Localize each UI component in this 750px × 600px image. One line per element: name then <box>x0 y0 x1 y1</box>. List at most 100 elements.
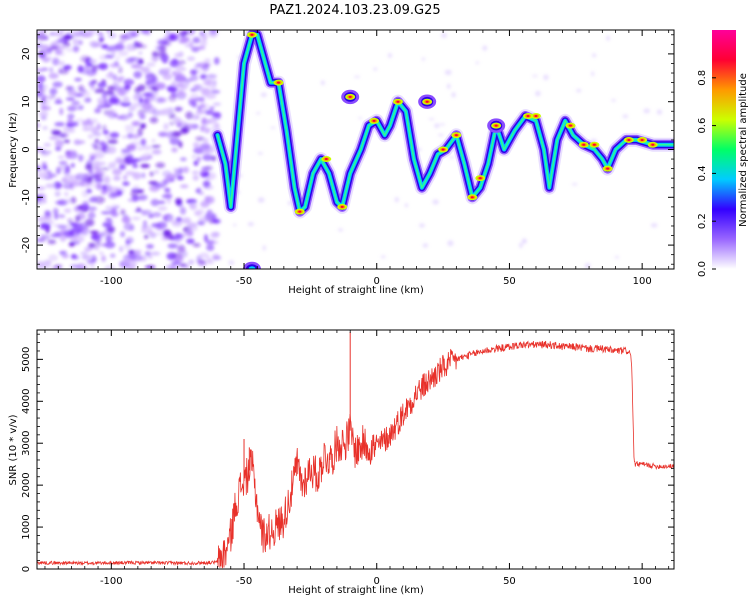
noise-blob <box>119 114 129 121</box>
noise-blob <box>164 187 171 192</box>
bright-spot-peak <box>298 210 302 213</box>
snr-x-tick-label: 100 <box>633 576 652 587</box>
noise-blob <box>205 93 217 100</box>
noise-blob <box>122 175 128 180</box>
noise-blob <box>67 113 75 119</box>
noise-blob <box>191 170 200 175</box>
noise-blob <box>63 139 71 144</box>
noise-blob <box>140 229 147 233</box>
noise-blob <box>85 65 91 72</box>
noise-blob <box>132 163 139 169</box>
noise-blob <box>53 181 63 190</box>
noise-blob <box>101 44 109 49</box>
noise-blob <box>195 136 205 142</box>
noise-blob <box>127 111 134 118</box>
noise-blob <box>165 30 171 35</box>
noise-blob <box>72 255 80 260</box>
noise-blob <box>204 110 215 116</box>
noise-blob <box>338 228 344 232</box>
noise-blob <box>189 69 198 76</box>
noise-blob <box>193 84 201 89</box>
noise-blob <box>136 189 145 194</box>
noise-blob <box>124 124 133 128</box>
noise-blob <box>117 77 122 83</box>
noise-blob <box>44 56 53 61</box>
bright-spot-peak <box>568 124 572 127</box>
noise-blob <box>57 155 65 159</box>
noise-blob <box>204 195 211 204</box>
noise-blob <box>88 41 98 47</box>
noise-blob <box>201 33 208 41</box>
noise-blob <box>438 133 444 137</box>
noise-blob <box>188 99 197 107</box>
noise-blob <box>137 127 144 136</box>
snr-y-tick-label: 0 <box>21 566 32 572</box>
noise-blob <box>64 191 69 197</box>
noise-blob <box>174 197 183 205</box>
noise-blob <box>171 70 177 77</box>
noise-blob <box>144 251 151 257</box>
noise-blob <box>168 33 176 42</box>
noise-blob <box>89 210 95 218</box>
noise-blob <box>193 160 199 166</box>
noise-blob <box>140 93 150 97</box>
noise-blob <box>127 143 137 152</box>
noise-blob <box>432 199 439 205</box>
noise-blob <box>127 133 134 139</box>
noise-blob <box>49 45 60 51</box>
noise-blob <box>132 64 143 69</box>
noise-blob <box>160 54 169 62</box>
noise-blob <box>132 184 140 190</box>
noise-blob <box>169 137 181 146</box>
noise-blob <box>656 109 663 115</box>
noise-blob <box>206 244 215 252</box>
noise-blob <box>107 236 115 241</box>
noise-blob <box>47 95 53 100</box>
snr-y-tick-label: 5000 <box>21 347 32 372</box>
noise-blob <box>132 254 143 262</box>
noise-blob <box>121 148 131 154</box>
noise-blob <box>75 118 84 122</box>
bright-spot-peak <box>348 95 352 98</box>
noise-blob <box>167 243 178 249</box>
noise-blob <box>169 59 179 68</box>
noise-blob <box>128 57 140 61</box>
noise-blob <box>40 233 46 242</box>
noise-blob <box>212 111 222 120</box>
noise-blob <box>103 112 114 116</box>
noise-blob <box>86 261 96 265</box>
noise-blob <box>195 63 201 67</box>
noise-blob <box>177 244 186 253</box>
noise-blob <box>168 121 175 126</box>
noise-blob <box>93 31 102 35</box>
colorbar-tick-label: 0.2 <box>697 213 708 229</box>
bright-spot-peak <box>250 33 254 36</box>
bright-spot-peak <box>582 143 586 146</box>
noise-blob <box>139 155 149 161</box>
noise-blob <box>136 44 147 49</box>
noise-blob <box>112 74 118 81</box>
noise-blob <box>152 211 162 218</box>
noise-blob <box>71 100 80 106</box>
bright-spot-peak <box>441 148 445 151</box>
noise-blob <box>72 225 79 231</box>
noise-blob <box>67 118 74 124</box>
noise-blob <box>65 97 76 101</box>
noise-blob <box>159 45 167 53</box>
noise-blob <box>142 145 152 151</box>
noise-blob <box>84 180 92 188</box>
noise-blob <box>189 202 198 211</box>
noise-blob <box>95 237 103 242</box>
noise-blob <box>140 138 147 146</box>
noise-blob <box>128 106 137 111</box>
noise-blob <box>201 117 207 125</box>
noise-blob <box>187 56 196 61</box>
noise-blob <box>81 254 93 261</box>
noise-blob <box>70 163 75 168</box>
noise-blob <box>270 126 276 129</box>
bright-spot-peak <box>651 143 655 146</box>
noise-blob <box>202 154 214 161</box>
tone-track-layer <box>216 33 674 213</box>
noise-blob <box>140 163 150 168</box>
spectrogram-y-tick-label: -20 <box>21 237 32 253</box>
